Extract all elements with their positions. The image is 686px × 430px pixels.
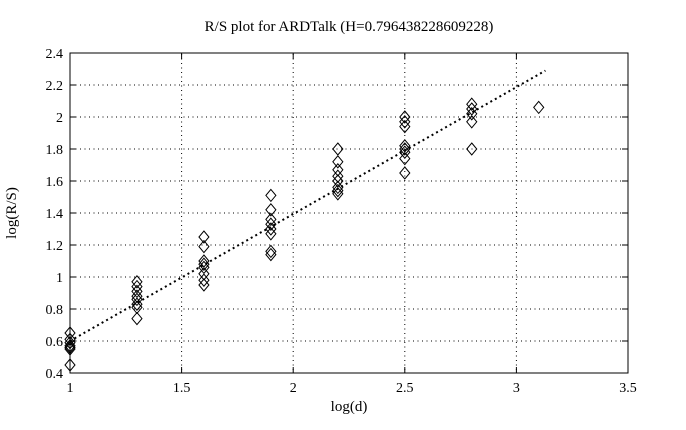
axes-layer: 1 1.5 2 2.5 3 3.5 0.4 0.6 0.8 1 1.2 1.4 1.6 1.8 2 2.2 2.… [46,47,637,396]
chart-title: R/S plot for ARDTalk (H=0.79643822860922… [205,19,494,35]
data-point-diamond [332,183,344,198]
data-point-diamond [332,169,344,183]
data-point-diamond [466,97,478,111]
data-point-diamond [399,142,411,156]
data-point-diamond [265,222,277,236]
data-point-diamond [399,119,411,134]
data-point-diamond [131,275,143,289]
data-point-diamond [466,107,478,121]
x-tick-label: 3.5 [619,381,637,396]
data-point-diamond [131,284,143,299]
data-point-diamond [399,110,411,124]
data-point-diamond [198,254,210,268]
data-point-diamond [399,139,411,153]
data-point-diamond [131,292,143,307]
y-tick-label: 1.8 [46,143,64,158]
y-tick-label: 0.8 [46,303,64,318]
data-layer [64,69,546,372]
data-point-diamond [332,155,344,169]
data-point-diamond [265,244,277,259]
x-axis-label: log(d) [331,399,368,415]
y-tick-label: 2.4 [46,47,64,62]
y-tick-label: 1.6 [46,175,64,190]
x-tick-label: 2 [290,381,297,396]
grid-layer [71,54,627,372]
data-point-diamond [131,297,143,311]
y-tick-label: 1.2 [46,239,64,254]
y-tick-label: 1.4 [46,207,64,222]
data-point-diamond [198,239,210,254]
data-point-diamond [466,142,478,156]
y-tick-label: 2 [56,111,63,126]
data-point-diamond [332,142,344,156]
data-point-diamond [131,279,143,294]
data-point-diamond [198,267,210,281]
data-point-diamond [265,227,277,241]
data-point-diamond [265,188,277,203]
data-point-diamond [332,187,344,201]
data-point-diamond [265,217,277,231]
data-point-diamond [198,273,210,287]
data-point-diamond [265,247,277,262]
data-point-diamond [131,300,143,315]
data-point-diamond [332,163,344,177]
data-point-diamond [198,260,210,275]
x-tick-label: 1.5 [173,381,191,396]
y-tick-label: 2.2 [46,79,64,94]
data-point-diamond [399,145,411,159]
y-tick-label: 1 [56,271,63,286]
data-point-diamond [466,102,478,116]
data-point-diamond [265,203,277,217]
data-point-diamond [131,289,143,303]
data-point-diamond [399,166,411,180]
data-point-diamond [198,257,210,271]
data-point-diamond [265,212,277,227]
data-point-diamond [399,151,411,166]
data-point-diamond [131,311,143,326]
y-tick-label: 0.6 [46,335,64,350]
data-point-diamond [332,180,344,195]
y-axis-label: log(R/S) [4,187,20,239]
x-tick-label: 1 [67,381,74,396]
y-tick-label: 0.4 [46,367,64,382]
x-tick-label: 3 [513,381,520,396]
data-point-diamond [399,115,411,129]
data-point-diamond [533,100,545,115]
x-tick-label: 2.5 [396,381,414,396]
data-point-diamond [198,278,210,292]
data-point-diamond [332,174,344,188]
data-point-diamond [466,115,478,129]
data-point-diamond [198,230,210,244]
